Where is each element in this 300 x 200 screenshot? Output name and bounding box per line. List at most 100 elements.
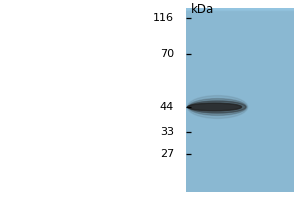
Bar (186, 12, 294, 175)
Text: 33: 33 (160, 127, 174, 137)
Bar (186, 11, 294, 138)
Bar (186, 10, 294, 58)
Bar (186, 11, 294, 73)
Bar (186, 10, 294, 53)
Bar (186, 11, 294, 164)
Text: 27: 27 (160, 149, 174, 159)
Bar (186, 11, 294, 168)
Bar (186, 8, 294, 10)
Bar (186, 11, 294, 110)
Bar (186, 11, 294, 101)
Bar (186, 11, 294, 112)
Bar (186, 10, 294, 60)
Bar (186, 10, 294, 25)
Bar (186, 11, 294, 107)
Bar (186, 11, 294, 148)
Bar (186, 10, 294, 64)
Bar (186, 11, 294, 82)
Bar (186, 12, 294, 188)
Bar (186, 10, 294, 23)
Bar (186, 10, 294, 49)
Bar (186, 11, 294, 88)
Bar (186, 11, 294, 118)
Bar (186, 10, 294, 45)
Ellipse shape (189, 101, 246, 113)
Bar (186, 11, 294, 116)
Bar (186, 11, 294, 94)
Bar (186, 10, 294, 27)
Bar (186, 12, 294, 179)
Bar (186, 11, 294, 155)
Ellipse shape (188, 99, 247, 115)
Bar (186, 11, 294, 172)
Bar (186, 11, 294, 86)
Bar (186, 10, 294, 56)
Bar (186, 11, 294, 105)
Bar (186, 10, 294, 12)
Bar (186, 11, 294, 159)
Bar (186, 11, 294, 162)
Bar (186, 10, 294, 62)
Bar (186, 10, 294, 17)
Bar (186, 11, 294, 161)
Bar (186, 11, 294, 95)
Bar (186, 11, 294, 79)
Bar (186, 11, 294, 84)
Bar (186, 10, 294, 32)
Bar (186, 10, 294, 14)
Bar (186, 11, 294, 151)
Bar (186, 11, 294, 131)
Bar (186, 11, 294, 166)
Bar (186, 11, 294, 103)
Text: kDa: kDa (190, 3, 214, 16)
Bar (186, 11, 294, 92)
Bar (186, 10, 294, 47)
Bar (186, 11, 294, 121)
Bar (186, 11, 294, 136)
Bar (186, 11, 294, 127)
Bar (186, 11, 294, 77)
Bar (186, 11, 294, 108)
Bar (186, 11, 294, 170)
Bar (186, 11, 294, 97)
Bar (186, 11, 294, 149)
Bar (186, 10, 294, 21)
Bar (186, 10, 294, 15)
Bar (186, 11, 294, 81)
Bar (186, 10, 294, 30)
Bar (186, 10, 294, 19)
Bar (186, 11, 294, 134)
Text: 44: 44 (160, 102, 174, 112)
Bar (186, 10, 294, 41)
Bar (186, 11, 294, 157)
Bar (186, 10, 294, 34)
Ellipse shape (188, 103, 242, 111)
Bar (186, 11, 294, 146)
Bar (186, 11, 294, 99)
Text: 70: 70 (160, 49, 174, 59)
Bar (186, 10, 294, 40)
Bar (186, 11, 294, 90)
Bar (186, 10, 294, 28)
Bar (186, 12, 294, 183)
Bar (186, 12, 294, 185)
Bar (186, 12, 294, 190)
Bar (186, 12, 294, 177)
Bar (186, 11, 294, 129)
Bar (186, 11, 294, 123)
Bar (186, 10, 294, 69)
Bar (186, 12, 294, 174)
Text: 116: 116 (153, 13, 174, 23)
Bar (186, 11, 294, 75)
Bar (186, 10, 294, 66)
Bar (186, 11, 294, 125)
Bar (186, 11, 294, 142)
Bar (186, 10, 294, 36)
Bar (186, 11, 294, 114)
Bar (186, 11, 294, 133)
Bar (186, 10, 294, 71)
Bar (186, 12, 294, 192)
Bar (186, 10, 294, 38)
Bar (186, 11, 294, 140)
Bar (186, 12, 294, 181)
